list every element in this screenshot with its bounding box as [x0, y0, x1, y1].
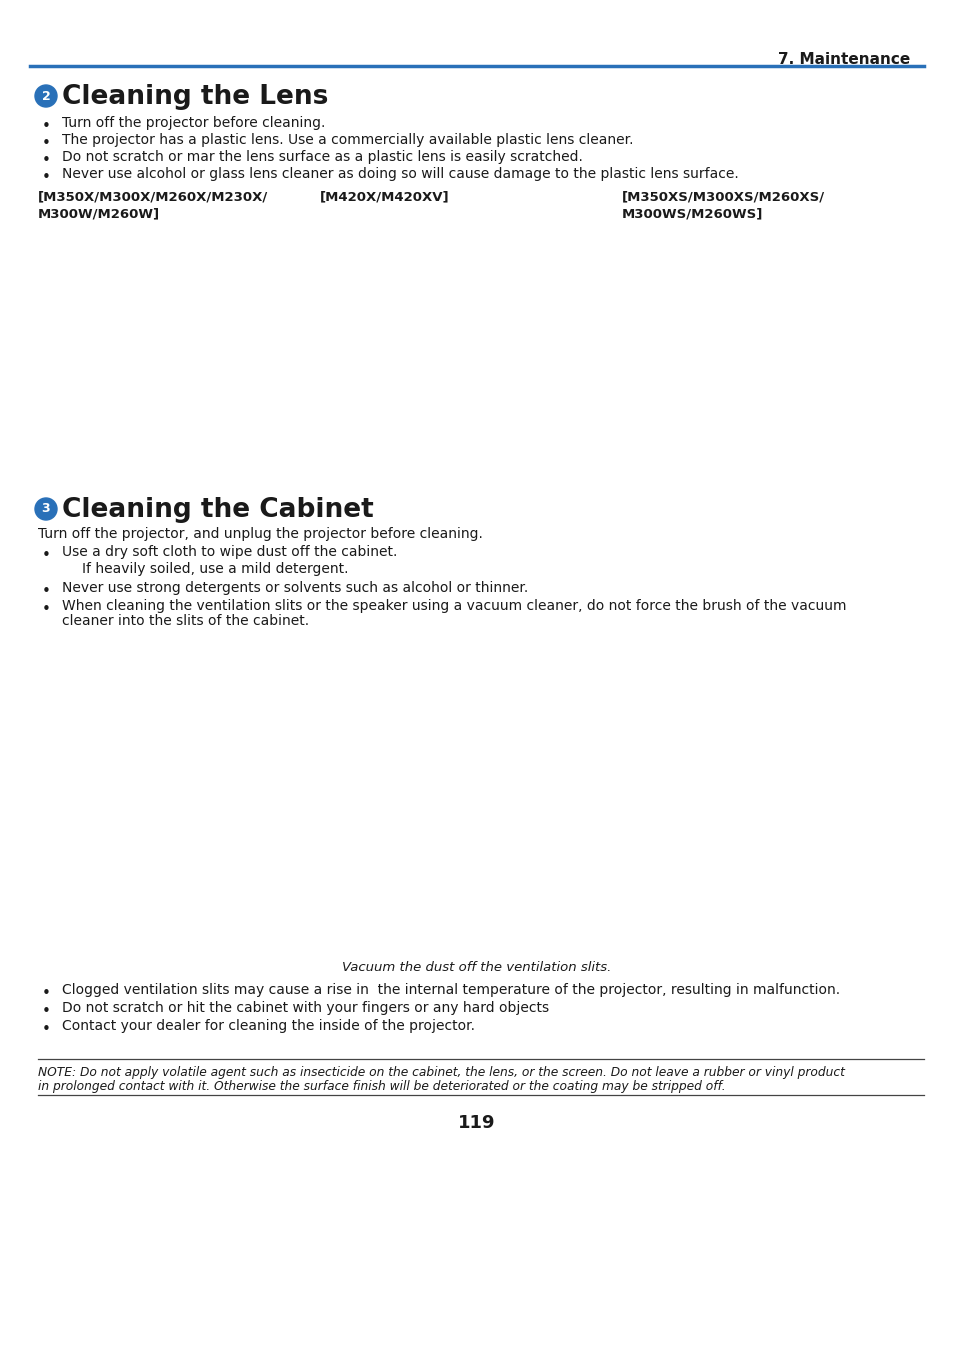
Text: Cleaning the Cabinet: Cleaning the Cabinet [62, 497, 374, 523]
Text: Turn off the projector before cleaning.: Turn off the projector before cleaning. [62, 116, 325, 129]
Text: 7. Maintenance: 7. Maintenance [777, 53, 909, 67]
Text: When cleaning the ventilation slits or the speaker using a vacuum cleaner, do no: When cleaning the ventilation slits or t… [62, 599, 845, 613]
Text: •: • [42, 603, 51, 617]
Text: 2: 2 [42, 89, 51, 102]
Text: •: • [42, 1022, 51, 1037]
Text: Use a dry soft cloth to wipe dust off the cabinet.: Use a dry soft cloth to wipe dust off th… [62, 545, 397, 559]
Text: [M420X/M420XV]: [M420X/M420XV] [319, 190, 449, 204]
Bar [314, 222, 609, 452]
Text: in prolonged contact with it. Otherwise the surface finish will be deteriorated : in prolonged contact with it. Otherwise … [38, 1080, 725, 1093]
Text: •: • [42, 584, 51, 599]
Text: Contact your dealer for cleaning the inside of the projector.: Contact your dealer for cleaning the ins… [62, 1019, 475, 1033]
Text: Never use strong detergents or solvents such as alcohol or thinner.: Never use strong detergents or solvents … [62, 581, 528, 594]
Text: Cleaning the Lens: Cleaning the Lens [62, 84, 328, 111]
Text: Clogged ventilation slits may cause a rise in  the internal temperature of the p: Clogged ventilation slits may cause a ri… [62, 983, 840, 998]
Text: •: • [42, 170, 51, 185]
Text: The projector has a plastic lens. Use a commercially available plastic lens clea: The projector has a plastic lens. Use a … [62, 133, 633, 147]
Text: NOTE: Do not apply volatile agent such as insecticide on the cabinet, the lens, : NOTE: Do not apply volatile agent such a… [38, 1066, 844, 1078]
Circle shape [35, 497, 57, 520]
Text: •: • [42, 549, 51, 563]
Text: Never use alcohol or glass lens cleaner as doing so will cause damage to the pla: Never use alcohol or glass lens cleaner … [62, 167, 738, 181]
Text: •: • [42, 985, 51, 1002]
Text: 3: 3 [42, 503, 51, 515]
Text: Vacuum the dust off the ventilation slits.: Vacuum the dust off the ventilation slit… [342, 961, 611, 975]
Text: •: • [42, 136, 51, 151]
Bar [276, 638, 677, 948]
Text: [M350X/M300X/M260X/M230X/
M300W/M260W]: [M350X/M300X/M260X/M230X/ M300W/M260W] [38, 190, 268, 220]
Text: Do not scratch or mar the lens surface as a plastic lens is easily scratched.: Do not scratch or mar the lens surface a… [62, 150, 582, 164]
Text: •: • [42, 119, 51, 133]
Circle shape [35, 85, 57, 106]
Text: •: • [42, 154, 51, 168]
Text: •: • [42, 1004, 51, 1019]
Text: cleaner into the slits of the cabinet.: cleaner into the slits of the cabinet. [62, 613, 309, 628]
Text: If heavily soiled, use a mild detergent.: If heavily soiled, use a mild detergent. [82, 562, 348, 576]
Text: Turn off the projector, and unplug the projector before cleaning.: Turn off the projector, and unplug the p… [38, 527, 482, 541]
Text: Do not scratch or hit the cabinet with your fingers or any hard objects: Do not scratch or hit the cabinet with y… [62, 1002, 549, 1015]
Text: 119: 119 [457, 1113, 496, 1132]
Bar [38, 222, 337, 452]
Text: [M350XS/M300XS/M260XS/
M300WS/M260WS]: [M350XS/M300XS/M260XS/ M300WS/M260WS] [621, 190, 824, 220]
Bar [609, 222, 923, 452]
